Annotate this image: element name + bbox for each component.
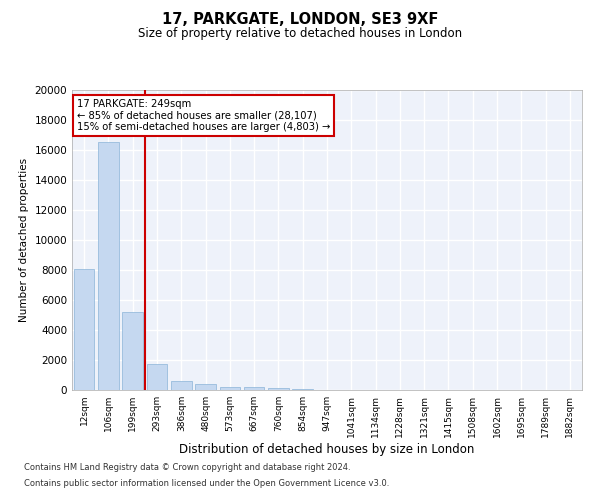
Text: 17, PARKGATE, LONDON, SE3 9XF: 17, PARKGATE, LONDON, SE3 9XF [162,12,438,28]
Bar [292,389,313,390]
Bar [146,364,167,390]
Bar [171,381,191,390]
Text: Contains HM Land Registry data © Crown copyright and database right 2024.: Contains HM Land Registry data © Crown c… [24,464,350,472]
Text: 17 PARKGATE: 249sqm
← 85% of detached houses are smaller (28,107)
15% of semi-de: 17 PARKGATE: 249sqm ← 85% of detached ho… [77,99,331,132]
Bar [98,142,119,390]
Bar [74,269,94,390]
Bar [220,386,240,390]
Y-axis label: Number of detached properties: Number of detached properties [19,158,29,322]
Bar [244,388,265,390]
Bar [122,312,143,390]
Bar [268,388,289,390]
Bar [195,384,216,390]
X-axis label: Distribution of detached houses by size in London: Distribution of detached houses by size … [179,442,475,456]
Text: Contains public sector information licensed under the Open Government Licence v3: Contains public sector information licen… [24,478,389,488]
Text: Size of property relative to detached houses in London: Size of property relative to detached ho… [138,28,462,40]
